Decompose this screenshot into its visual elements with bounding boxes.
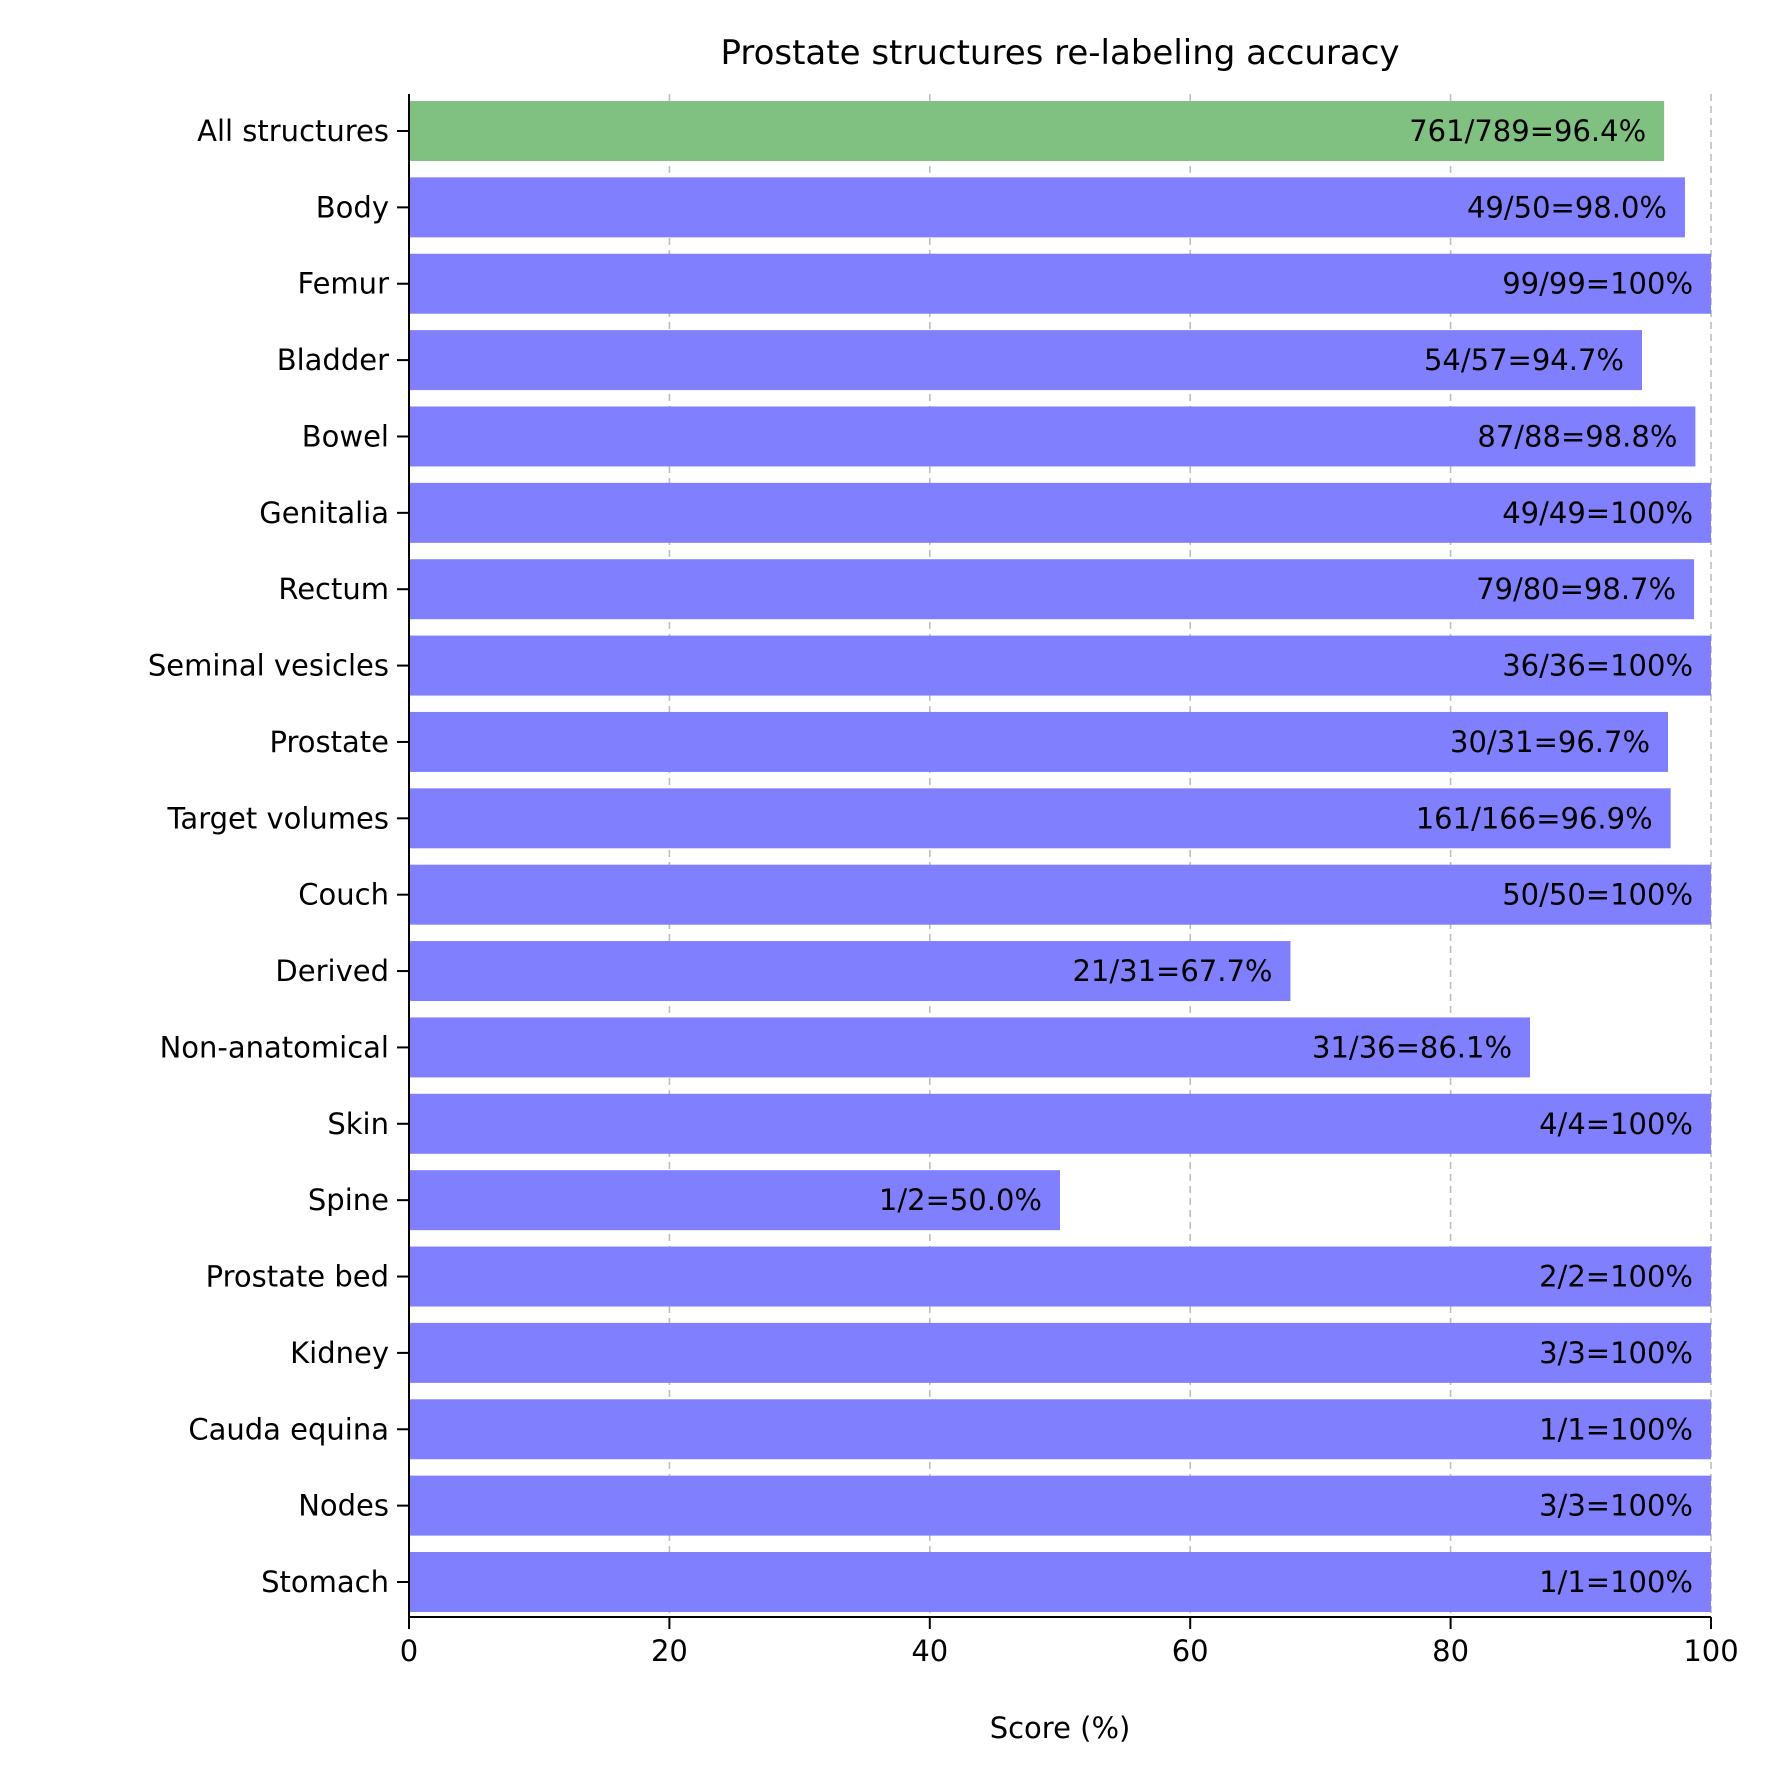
- x-axis-title: Score (%): [990, 1711, 1131, 1745]
- bar: [409, 941, 1291, 1002]
- bar: [409, 330, 1642, 391]
- y-tick-label: Couch: [298, 878, 389, 912]
- y-tick-label: Derived: [275, 954, 389, 988]
- bar: [409, 177, 1685, 238]
- bar-value-label: 2/2=100%: [1539, 1260, 1693, 1294]
- y-tick-label: Target volumes: [167, 801, 389, 835]
- bar-value-label: 79/80=98.7%: [1476, 572, 1676, 606]
- bar: [409, 635, 1711, 696]
- y-tick-label: Cauda equina: [188, 1412, 389, 1446]
- y-tick-label: Stomach: [261, 1565, 389, 1599]
- bar: [409, 1322, 1711, 1383]
- bar-value-label: 761/789=96.4%: [1409, 114, 1646, 148]
- y-axis: All structures Body Femur Bladder Bowel Genit…: [148, 94, 410, 1617]
- bar: [409, 711, 1669, 772]
- y-tick-label: Bladder: [277, 343, 389, 377]
- y-tick-label: Non-anatomical: [160, 1030, 389, 1064]
- bar: [409, 406, 1696, 467]
- y-tick-label: Nodes: [298, 1489, 389, 1523]
- x-tick-label: 80: [1432, 1634, 1469, 1668]
- x-tick-label: 20: [651, 1634, 688, 1668]
- bar-value-label: 161/166=96.9%: [1416, 801, 1653, 835]
- bar-series: [409, 101, 1711, 1612]
- y-tick-label: Genitalia: [259, 496, 389, 530]
- bar-value-label: 50/50=100%: [1502, 878, 1693, 912]
- bar-value-label: 99/99=100%: [1502, 267, 1693, 301]
- bar: [409, 788, 1671, 849]
- bar-value-label: 49/49=100%: [1502, 496, 1693, 530]
- bar: [409, 1017, 1531, 1078]
- y-tick-label: Rectum: [278, 572, 389, 606]
- bar-value-label: 30/31=96.7%: [1450, 725, 1650, 759]
- y-tick-label: Kidney: [290, 1336, 389, 1370]
- bar-value-label: 21/31=67.7%: [1072, 954, 1272, 988]
- y-tick-label: Bowel: [302, 419, 389, 453]
- y-tick-label: All structures: [197, 114, 389, 148]
- y-tick-label: Skin: [327, 1107, 389, 1141]
- bar-value-label: 31/36=86.1%: [1312, 1030, 1512, 1064]
- bar-value-label: 49/50=98.0%: [1467, 190, 1667, 224]
- bar-value-label: 87/88=98.8%: [1477, 419, 1677, 453]
- bar-value-label: 54/57=94.7%: [1424, 343, 1624, 377]
- bar-value-labels: 761/789=96.4% 49/50=98.0% 99/99=100% 54/57=…: [879, 114, 1693, 1599]
- bar: [409, 482, 1711, 543]
- y-tick-label: Prostate: [270, 725, 389, 759]
- bar: [409, 1552, 1711, 1612]
- bar-value-label: 1/2=50.0%: [879, 1183, 1042, 1217]
- y-tick-label: Body: [316, 190, 389, 224]
- x-axis: 0 20 40 60 80 100: [400, 1616, 1739, 1668]
- bar-value-label: 1/1=100%: [1539, 1412, 1693, 1446]
- x-tick-label: 0: [400, 1634, 418, 1668]
- bar-value-label: 3/3=100%: [1539, 1336, 1693, 1370]
- x-tick-label: 40: [911, 1634, 948, 1668]
- bar-value-label: 36/36=100%: [1502, 649, 1693, 683]
- chart-title: Prostate structures re-labeling accuracy: [720, 33, 1399, 73]
- bar-value-label: 3/3=100%: [1539, 1489, 1693, 1523]
- bar: [409, 101, 1665, 161]
- bar-value-label: 4/4=100%: [1539, 1107, 1693, 1141]
- grid-lines: [668, 94, 1712, 1617]
- bar: [409, 253, 1711, 314]
- bar: [409, 1399, 1711, 1460]
- bar: [409, 1475, 1711, 1536]
- bar: [409, 1246, 1711, 1307]
- bar-value-label: 1/1=100%: [1539, 1565, 1693, 1599]
- x-tick-label: 60: [1172, 1634, 1209, 1668]
- x-tick-label: 100: [1683, 1634, 1738, 1668]
- y-tick-label: Femur: [298, 267, 390, 301]
- y-tick-label: Seminal vesicles: [148, 649, 389, 683]
- bar: [409, 1093, 1711, 1154]
- bar: [409, 864, 1711, 925]
- y-tick-label: Prostate bed: [206, 1260, 389, 1294]
- bar: [409, 559, 1695, 620]
- y-tick-label: Spine: [308, 1183, 389, 1217]
- bar: [409, 1170, 1060, 1231]
